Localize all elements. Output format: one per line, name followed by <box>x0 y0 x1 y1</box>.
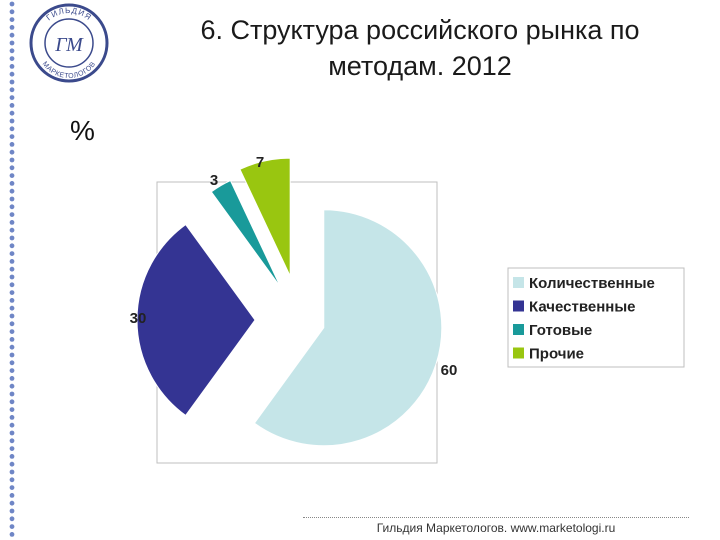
pie-slice-1 <box>253 209 443 447</box>
data-label-1: 60 <box>441 362 458 379</box>
data-label-4: 7 <box>256 154 264 171</box>
legend-label-1: Количественные <box>529 275 655 292</box>
chart-legend: Количественные Качественные Готовые Прочие <box>507 267 685 368</box>
legend-swatch-3 <box>513 324 524 335</box>
data-label-3: 3 <box>210 172 218 189</box>
legend-box <box>507 267 685 368</box>
footer-text: Гильдия Маркетологов. www.marketologi.ru <box>376 521 616 535</box>
legend-swatch-2 <box>513 300 524 312</box>
unit-label: % <box>70 115 95 146</box>
decorative-dot-column <box>9 1 15 537</box>
legend-label-2: Качественные <box>529 299 636 316</box>
legend-label-3: Готовые <box>529 322 592 339</box>
legend-swatch-1 <box>513 277 524 288</box>
legend-swatch-4 <box>513 347 524 359</box>
footer-divider <box>303 517 689 518</box>
pie-slice-3 <box>210 179 282 288</box>
legend-label-4: Прочие <box>529 346 584 363</box>
data-label-2: 30 <box>130 310 147 327</box>
pie-slice-2 <box>136 223 256 417</box>
pie-slice-4 <box>239 157 291 277</box>
guild-logo-icon: ГИЛЬДИЯ МАРКЕТОЛОГОВ ГМ <box>29 3 109 83</box>
logo-monogram: ГМ <box>54 34 84 56</box>
page-title: 6. Структура российского рынка по метода… <box>200 15 640 81</box>
